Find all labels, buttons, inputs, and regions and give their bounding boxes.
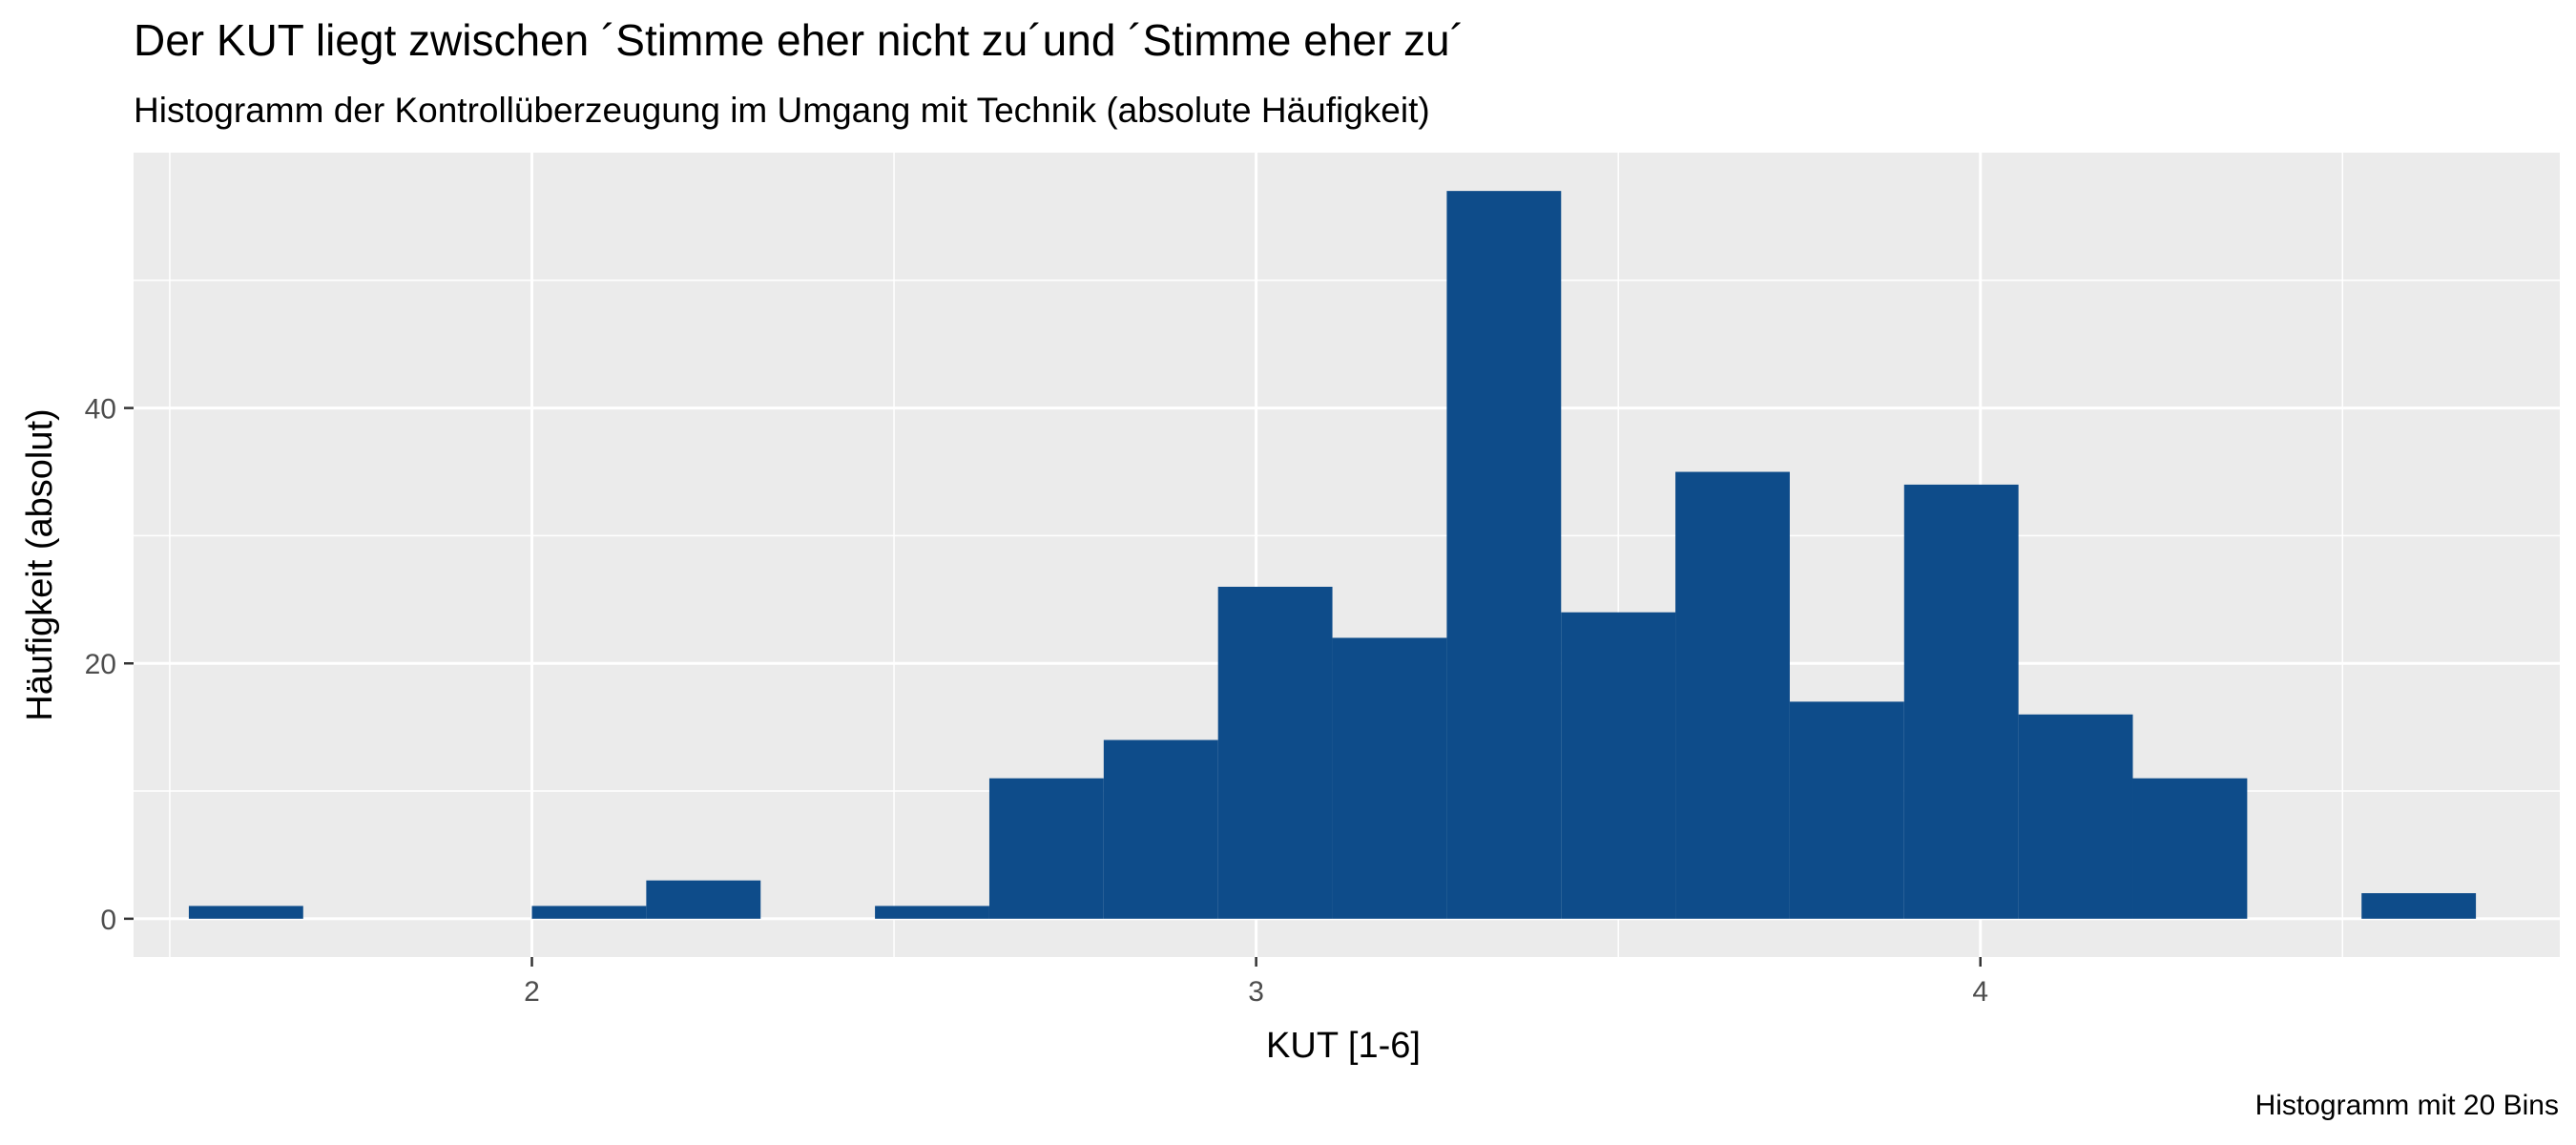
y-tick-label: 20 <box>85 649 116 680</box>
histogram-bar <box>1103 739 1218 919</box>
chart-subtitle: Histogramm der Kontrollüberzeugung im Um… <box>134 91 1430 130</box>
histogram-bars <box>188 191 2477 919</box>
histogram-bar <box>2018 714 2133 919</box>
x-tick-label: 4 <box>1972 976 1988 1008</box>
histogram-bar <box>1903 484 2019 919</box>
histogram-bar <box>988 778 1104 919</box>
histogram-bar <box>188 906 303 919</box>
histogram-bar <box>1332 637 1447 919</box>
histogram-bar <box>1789 701 1904 919</box>
histogram-bar <box>2361 893 2477 919</box>
histogram-bar <box>875 906 989 919</box>
histogram-bar <box>1675 471 1790 919</box>
y-axis-title: Häufigkeit (absolut) <box>20 408 60 720</box>
chart-title: Der KUT liegt zwischen ´Stimme eher nich… <box>134 15 1465 65</box>
x-axis: 2 3 4 <box>524 957 1988 1008</box>
histogram-bar <box>531 906 647 919</box>
histogram-bar <box>2132 778 2248 919</box>
histogram-bar <box>1217 586 1333 919</box>
histogram-bar <box>1561 612 1676 919</box>
y-tick-label: 0 <box>100 905 116 936</box>
histogram-bar <box>646 880 761 919</box>
x-tick-label: 2 <box>524 976 540 1008</box>
x-tick-label: 3 <box>1248 976 1264 1008</box>
x-axis-title: KUT [1-6] <box>1266 1026 1421 1066</box>
y-axis: 0 20 40 <box>85 394 134 936</box>
histogram-bar <box>1446 191 1562 919</box>
chart-caption: Histogramm mit 20 Bins <box>2255 1090 2559 1121</box>
y-tick-label: 40 <box>85 394 116 426</box>
